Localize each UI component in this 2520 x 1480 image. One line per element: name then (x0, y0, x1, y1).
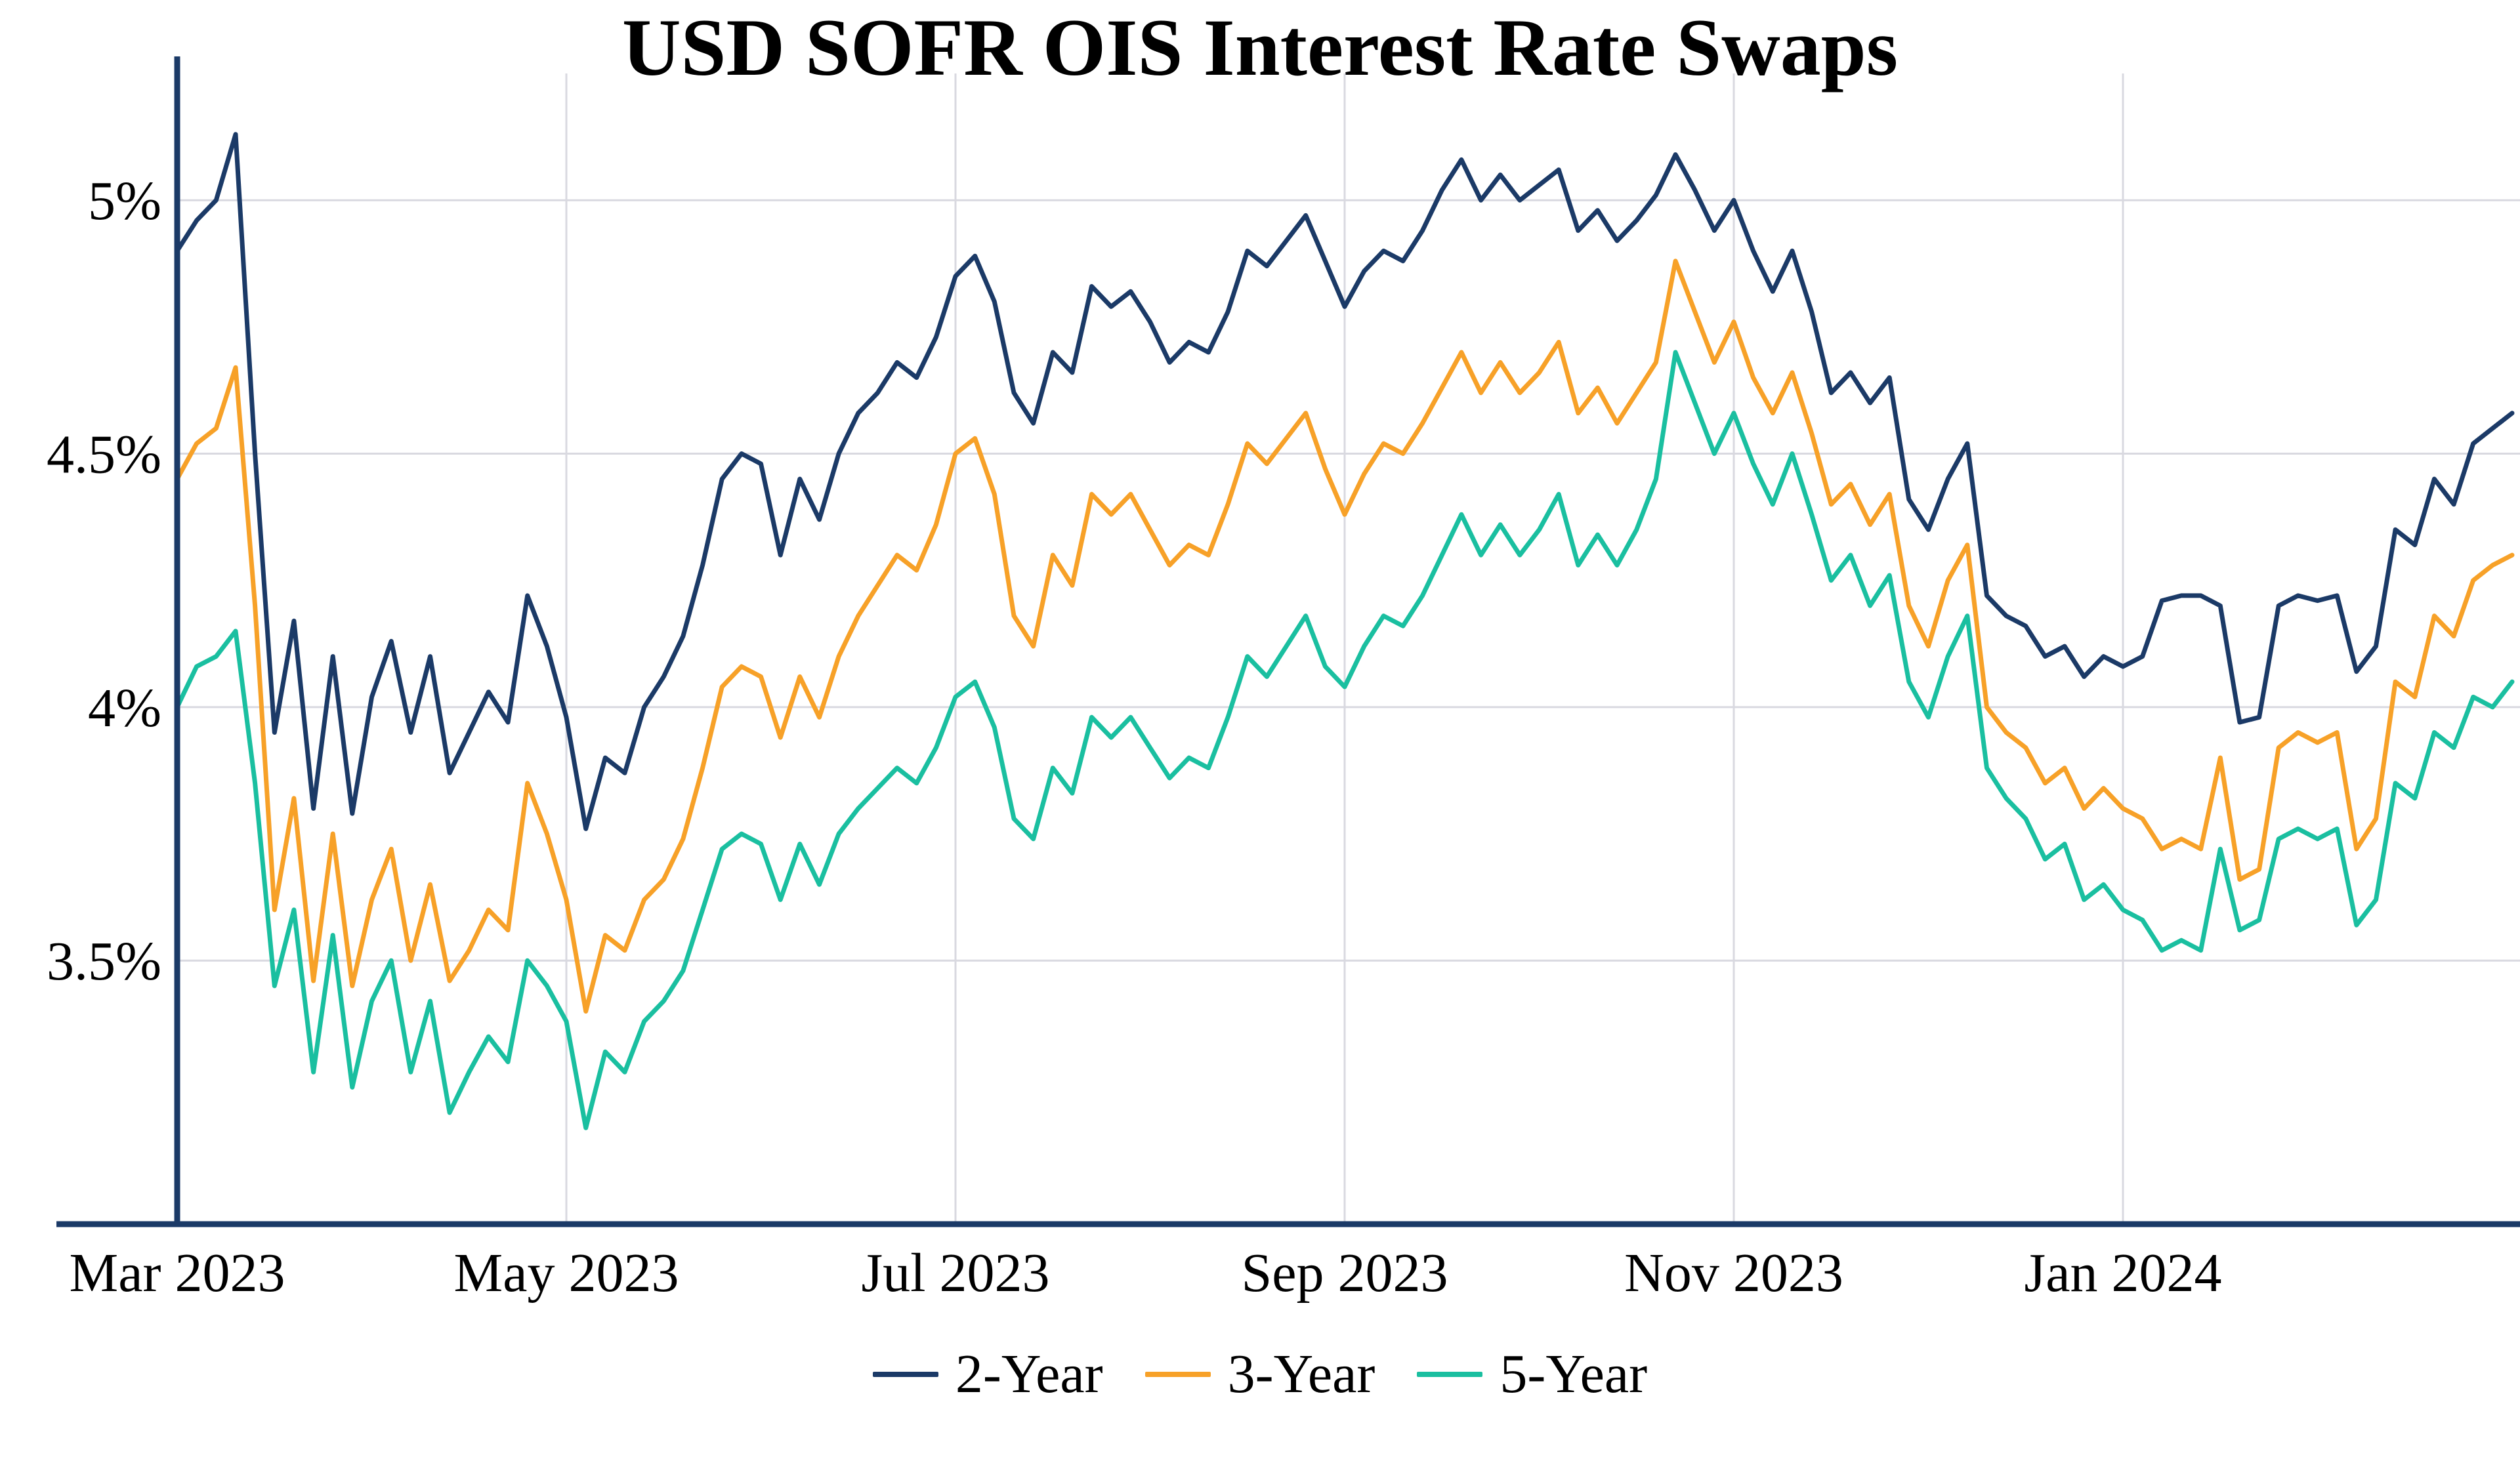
chart-title: USD SOFR OIS Interest Rate Swaps (622, 3, 1898, 92)
legend-swatch-5-year (1417, 1371, 1483, 1377)
y-tick-label: 4.5% (47, 424, 161, 485)
series-line-5-year (175, 350, 2515, 1130)
legend-label: 5-Year (1500, 1344, 1648, 1405)
y-tick-label: 3.5% (47, 931, 161, 992)
y-tick-label: 4% (88, 678, 161, 739)
x-tick-label: Mar 2023 (70, 1243, 285, 1304)
x-tick-label: May 2023 (454, 1243, 679, 1304)
legend-swatch-3-year (1144, 1371, 1211, 1377)
legend-item-5-year: 5-Year (1417, 1342, 1647, 1406)
series-line-2-year (175, 132, 2515, 831)
legend-item-3-year: 3-Year (1144, 1342, 1376, 1406)
series-line-3-year (175, 258, 2515, 1014)
x-tick-label: Sep 2023 (1242, 1243, 1448, 1304)
x-tick-label: Nov 2023 (1624, 1243, 1843, 1304)
x-tick-label: Jan 2024 (2025, 1243, 2222, 1304)
legend-label: 3-Year (1227, 1344, 1376, 1405)
legend-swatch-2-year (872, 1371, 938, 1377)
y-tick-label: 5% (88, 171, 161, 232)
legend-item-2-year: 2-Year (872, 1342, 1103, 1406)
x-tick-label: Jul 2023 (861, 1243, 1049, 1304)
legend-label: 2-Year (955, 1344, 1103, 1405)
legend: 2-Year 3-Year 5-Year (0, 1342, 2520, 1406)
